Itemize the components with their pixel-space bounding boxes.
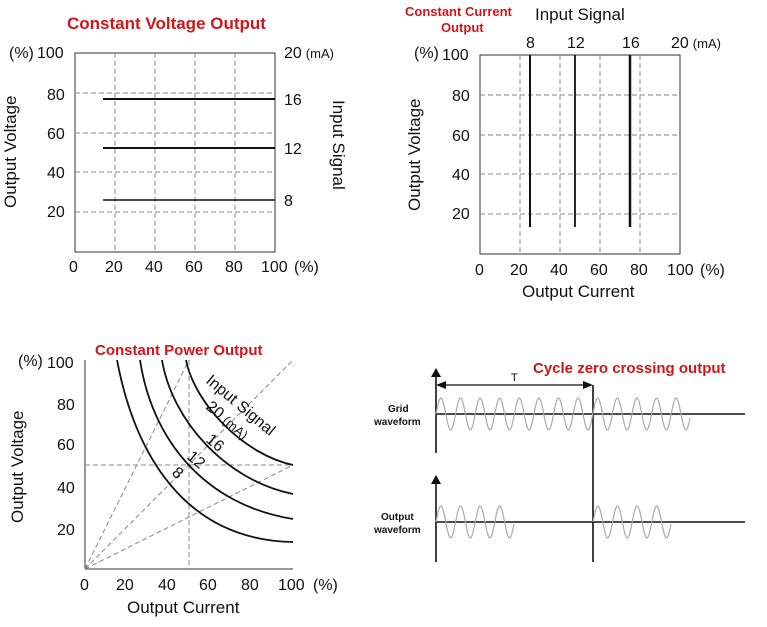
zc-period-label: T <box>511 372 518 384</box>
constant-power-panel: Constant Power Output (%) 100 80 60 40 2… <box>8 342 338 617</box>
cv-right-tick-8: 8 <box>284 193 293 210</box>
cp-y-axis-label: Output Voltage <box>8 411 27 523</box>
cc-x-tick-100: 100 <box>667 262 694 279</box>
cc-top-axis-label: Input Signal <box>535 5 625 24</box>
cv-x-unit: (%) <box>294 259 319 276</box>
cp-x-axis-label: Output Current <box>127 598 240 617</box>
cv-x-tick-20: 20 <box>105 259 123 276</box>
cp-y-tick-60: 60 <box>57 437 75 454</box>
cp-x-tick-60: 60 <box>199 577 217 594</box>
cv-x-tick-40: 40 <box>145 259 163 276</box>
cv-x-tick-100: 100 <box>261 259 288 276</box>
cv-right-unit: 20 (mA) <box>284 45 334 62</box>
cc-plot-frame <box>479 54 681 255</box>
cc-y-tick-60: 60 <box>452 128 470 145</box>
cv-x-tick-80: 80 <box>225 259 243 276</box>
cv-y-unit: (%) <box>9 45 34 62</box>
cp-x-unit: (%) <box>313 577 338 594</box>
zc-grid-axis-arrow <box>431 368 441 377</box>
cc-y-tick-80: 80 <box>452 88 470 105</box>
cv-x-tick-60: 60 <box>185 259 203 276</box>
zc-grid-label-line2: waveform <box>373 417 421 428</box>
constant-voltage-panel: Constant Voltage Output (%) 100 80 60 40… <box>1 14 348 276</box>
cp-curve-20ma <box>185 359 294 466</box>
zc-output-label-line2: waveform <box>373 525 421 536</box>
cv-right-tick-16: 16 <box>284 92 302 109</box>
cc-x-tick-40: 40 <box>550 262 568 279</box>
cc-top-tick-8: 8 <box>526 35 535 52</box>
zc-period-arrow-left <box>436 381 446 389</box>
cp-x-tick-100: 100 <box>278 577 305 594</box>
cv-x-tick-0: 0 <box>69 259 78 276</box>
zc-grid-label-line1: Grid <box>388 404 409 415</box>
cc-top-tick-12: 12 <box>567 35 585 52</box>
cp-title: Constant Power Output <box>95 342 263 359</box>
cp-x-tick-40: 40 <box>158 577 176 594</box>
cp-y-tick-20: 20 <box>57 522 75 539</box>
cv-y-tick-20: 20 <box>47 204 65 221</box>
cv-grid <box>75 53 275 252</box>
cc-grid <box>480 55 680 254</box>
cp-curve-value-12: 12 <box>183 448 208 473</box>
cc-x-tick-80: 80 <box>630 262 648 279</box>
zc-title: Cycle zero crossing output <box>533 360 726 377</box>
cc-x-unit: (%) <box>700 262 725 279</box>
cp-y-tick-100: 100 <box>47 355 74 372</box>
cv-right-axis-label: Input Signal <box>329 100 348 190</box>
cv-y-axis-label: Output Voltage <box>1 96 20 208</box>
zc-grid-waveform <box>435 397 691 431</box>
cv-y-tick-40: 40 <box>47 165 65 182</box>
cp-curve-value-16: 16 <box>202 431 227 456</box>
cv-right-tick-12: 12 <box>284 141 302 158</box>
cc-top-tick-16: 16 <box>622 35 640 52</box>
cc-title-line2: Output <box>441 20 484 35</box>
cv-y-tick-100: 100 <box>37 45 64 62</box>
cp-curve-value-8: 8 <box>168 464 186 483</box>
cc-y-tick-20: 20 <box>452 206 470 223</box>
cp-y-tick-40: 40 <box>57 480 75 497</box>
cv-y-tick-60: 60 <box>47 126 65 143</box>
cp-curve-16ma <box>161 359 294 495</box>
zc-period-arrow-right <box>583 381 593 389</box>
cc-x-tick-20: 20 <box>510 262 528 279</box>
cp-x-tick-0: 0 <box>80 577 89 594</box>
cc-y-tick-100: 100 <box>442 47 469 64</box>
cc-top-unit: 20 (mA) <box>671 35 721 52</box>
cp-y-tick-80: 80 <box>57 397 75 414</box>
constant-current-panel: Constant Current Output Input Signal 8 1… <box>405 4 725 301</box>
cc-title-line1: Constant Current <box>405 4 513 19</box>
cp-y-unit: (%) <box>18 353 43 370</box>
zc-output-label-line1: Output <box>381 512 414 523</box>
cc-x-axis-label: Output Current <box>522 282 635 301</box>
cc-y-axis-label: Output Voltage <box>405 99 424 211</box>
cv-y-tick-80: 80 <box>47 87 65 104</box>
cp-x-tick-20: 20 <box>116 577 134 594</box>
cp-curve-8ma <box>116 359 294 543</box>
cv-plot-frame <box>74 52 276 253</box>
cc-y-tick-40: 40 <box>452 167 470 184</box>
cc-x-tick-60: 60 <box>590 262 608 279</box>
cc-y-unit: (%) <box>414 45 439 62</box>
cc-x-tick-0: 0 <box>475 262 484 279</box>
cp-curve-12ma <box>139 359 294 520</box>
cv-title: Constant Voltage Output <box>67 14 266 33</box>
zero-crossing-panel: Cycle zero crossing output T Grid wavefo… <box>373 360 745 562</box>
zc-output-axis-arrow <box>431 475 441 484</box>
cp-x-tick-80: 80 <box>241 577 259 594</box>
zc-output-waveform-burst-1 <box>435 505 515 539</box>
zc-output-waveform-burst-2 <box>592 505 672 539</box>
